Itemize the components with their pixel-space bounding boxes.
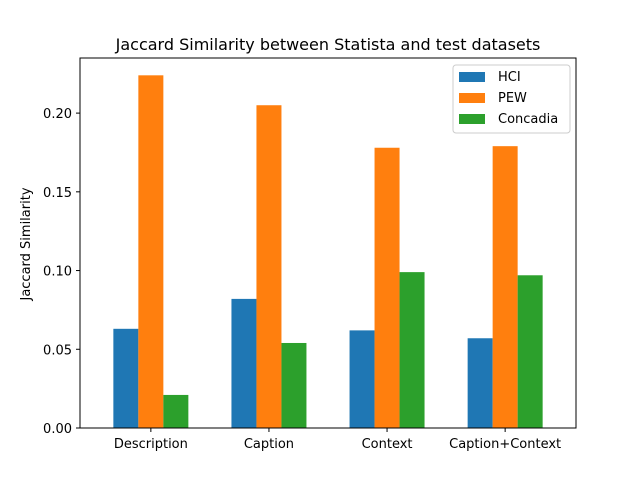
bar-pew-1 <box>256 105 282 428</box>
bar-hci-3 <box>467 338 493 428</box>
y-tick-label: 0.05 <box>43 343 72 358</box>
bar-concadia-2 <box>399 272 425 428</box>
y-tick-label: 0.10 <box>43 265 72 280</box>
legend-label-concadia: Concadia <box>498 112 558 127</box>
legend-swatch-pew <box>459 93 485 103</box>
bar-concadia-0 <box>163 394 189 428</box>
bar-pew-3 <box>492 146 518 428</box>
plot-frame <box>79 57 577 429</box>
y-tick-label: 0.00 <box>43 422 72 437</box>
bar-hci-0 <box>113 328 139 428</box>
x-tick-label: Description <box>114 437 188 452</box>
bar-concadia-3 <box>517 275 543 428</box>
y-tick-label: 0.20 <box>43 107 72 122</box>
legend-swatch-concadia <box>459 114 485 124</box>
bar-concadia-1 <box>281 342 307 428</box>
y-axis-label: Jaccard Similarity <box>19 187 34 301</box>
legend: HCI PEW Concadia <box>452 64 571 134</box>
bar-hci-1 <box>231 298 257 428</box>
x-tick-label: Caption <box>244 437 294 452</box>
x-tick-label: Caption+Context <box>449 437 561 452</box>
axes-group: 0.00 0.05 0.10 0.15 0.20 Description Caption Co… <box>43 57 577 452</box>
legend-label-pew: PEW <box>498 91 527 106</box>
y-tick-label: 0.15 <box>43 186 72 201</box>
legend-label-hci: HCI <box>498 70 521 85</box>
bar-pew-0 <box>138 75 164 428</box>
legend-swatch-hci <box>459 72 485 82</box>
x-tick-label: Context <box>362 437 413 452</box>
chart-title: Jaccard Similarity between Statista and … <box>115 35 541 54</box>
bar-hci-2 <box>349 330 375 428</box>
bar-pew-2 <box>374 147 400 428</box>
bars-group <box>113 75 543 428</box>
